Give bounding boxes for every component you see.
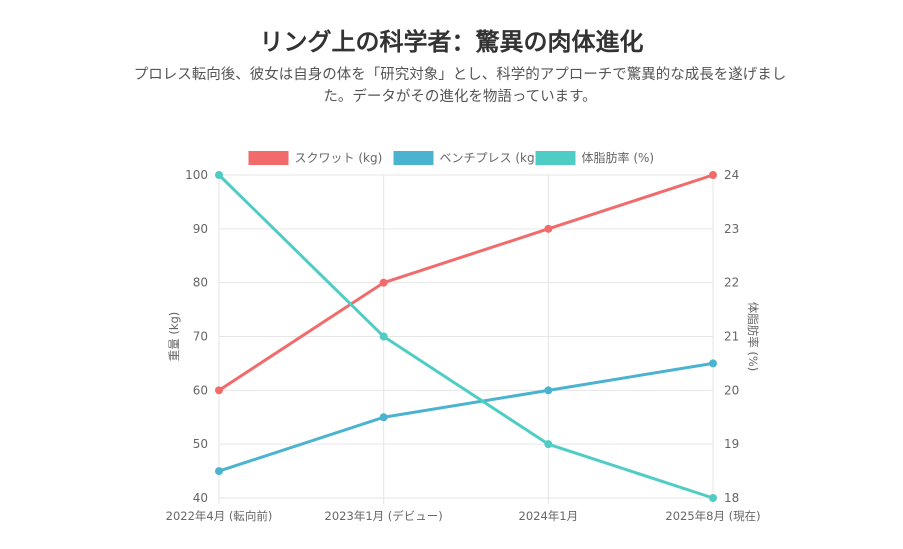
legend-label: スクワット (kg) [295,151,383,165]
legend-swatch [248,151,289,165]
data-point [544,224,553,233]
y-right-tick-label: 22 [724,276,739,290]
y-left-tick-label: 60 [193,383,208,397]
y-left-tick-label: 50 [193,437,208,451]
y-left-tick-label: 90 [193,222,208,236]
data-point [215,386,223,395]
data-point [709,359,717,368]
y-left-tick-label: 70 [193,330,208,344]
data-point [379,413,388,422]
y-right-axis-title: 体脂肪率 (%) [746,302,760,372]
x-tick-label: 2023年1月 (デビュー) [325,509,443,523]
legend-label: ベンチプレス (kg) [440,151,540,165]
series-line [217,173,715,500]
y-left-tick-label: 40 [193,491,208,505]
data-point [544,440,553,449]
data-point [379,278,388,287]
legend-label: 体脂肪率 (%) [582,150,655,165]
data-point [379,332,388,341]
x-tick-label: 2022年4月 (転向前) [166,509,273,523]
y-right-tick-label: 24 [724,168,739,182]
data-point [215,467,223,476]
data-point [709,171,717,179]
x-tick-label: 2025年8月 (現在) [665,509,760,523]
legend-swatch [535,151,576,165]
series-line [217,173,715,392]
data-point [709,494,717,502]
y-right-tick-label: 23 [724,222,739,236]
y-left-tick-label: 80 [193,276,208,290]
data-point [215,171,223,179]
page-title: リング上の科学者：驚異の肉体進化 [259,28,644,56]
y-right-tick-label: 18 [724,491,739,505]
page-subtitle: プロレス転向後、彼女は自身の体を「研究対象」とし、科学的アプローチで驚異的な成長… [133,67,787,105]
legend-swatch [393,151,434,165]
series-line [217,361,715,473]
x-tick-label: 2024年1月 [519,509,579,523]
y-right-tick-label: 20 [724,383,739,397]
y-left-tick-label: 100 [185,168,208,182]
y-right-tick-label: 21 [724,330,739,344]
y-left-axis-title: 重量 (kg) [167,312,181,362]
data-point [544,386,553,395]
y-right-tick-label: 19 [724,437,739,451]
